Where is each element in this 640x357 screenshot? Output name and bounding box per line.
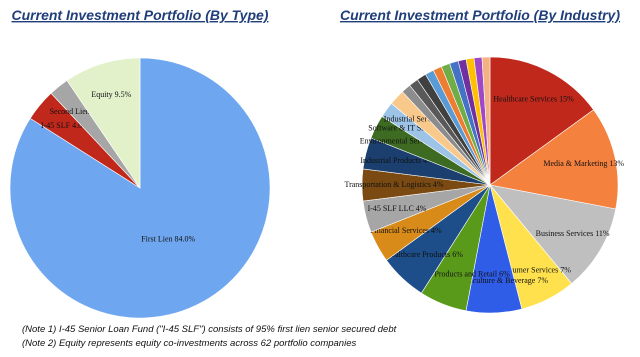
slice-category: Industrial Services [384,114,444,123]
slice-label: Consumer Services 7% [496,265,571,274]
slice-label: Healthcare Services 15% [493,94,574,103]
slice-label: Media & Marketing 13% [543,159,624,168]
slice-category: Media & Marketing [543,159,607,168]
pie-slice [481,56,491,186]
chart-title: Current Investment Portfolio (By Industr… [340,7,620,23]
chart-title: Current Investment Portfolio (By Type) [12,7,269,23]
slice-label: Healthcare Products 6% [386,250,464,259]
pie-slice [489,184,617,285]
slice-category: I-45 SLF LLC [368,204,414,213]
slice-category: Environmental Services [360,136,437,145]
slice-label: Transportation & Logistics 4% [344,180,443,189]
slice-category: First Lien [141,234,172,243]
slice-value: 7% [560,265,571,274]
slice-value: 4.0% [72,121,89,130]
slice-value: 9.5% [115,90,132,99]
slice-label: Consumer Products and Retail 6% [400,269,511,278]
slice-category: Industrial Products [360,156,421,165]
note: (Note 2) Equity represents equity co-inv… [22,338,356,349]
slice-label: I-45 SLF LLC 4% [368,204,427,213]
slice-category: Software & IT Services [368,123,444,132]
slice-label: Business Services 11% [536,229,610,238]
pie-slice [9,57,271,319]
slice-label: Financial Services 4% [370,226,442,235]
slice-category: Business Services [536,229,594,238]
slice-value: 11% [595,229,610,238]
slice-category: Consumer Products and Retail [400,269,498,278]
slice-value: 6% [452,250,463,259]
slice-category: Transportation & Logistics [344,180,430,189]
slice-value: 13% [609,159,624,168]
slice-category: Equity [91,90,112,99]
pie-slice [489,56,594,186]
note: (Note 1) I-45 Senior Loan Fund ("I-45 SL… [22,324,397,335]
pie-slice [489,109,619,210]
slice-label: Equity 9.5% [91,90,131,99]
slice-value: 84.0% [175,234,196,243]
pie-slice [66,57,141,189]
slice-category: I-45 SLF [41,121,71,130]
slice-label: I-45 SLF 4.0% [41,121,89,130]
slice-value: 4% [416,204,427,213]
slice-category: Consumer Services [496,265,558,274]
slice-category: Healthcare Services [493,94,557,103]
slice-category: Food, Agriculture & Beverage [438,276,536,285]
slice-value: 7% [537,276,548,285]
slice-category: Second Lien [50,107,90,116]
slice-label: First Lien 84.0% [141,234,195,243]
slice-value: 4% [433,180,444,189]
slice-value: 6% [499,269,510,278]
slice-value: 15% [559,94,574,103]
slice-value: 4% [431,226,442,235]
slice-category: Healthcare Products [386,250,451,259]
slice-category: Financial Services [370,226,429,235]
slice-label: Food, Agriculture & Beverage 7% [438,276,548,285]
